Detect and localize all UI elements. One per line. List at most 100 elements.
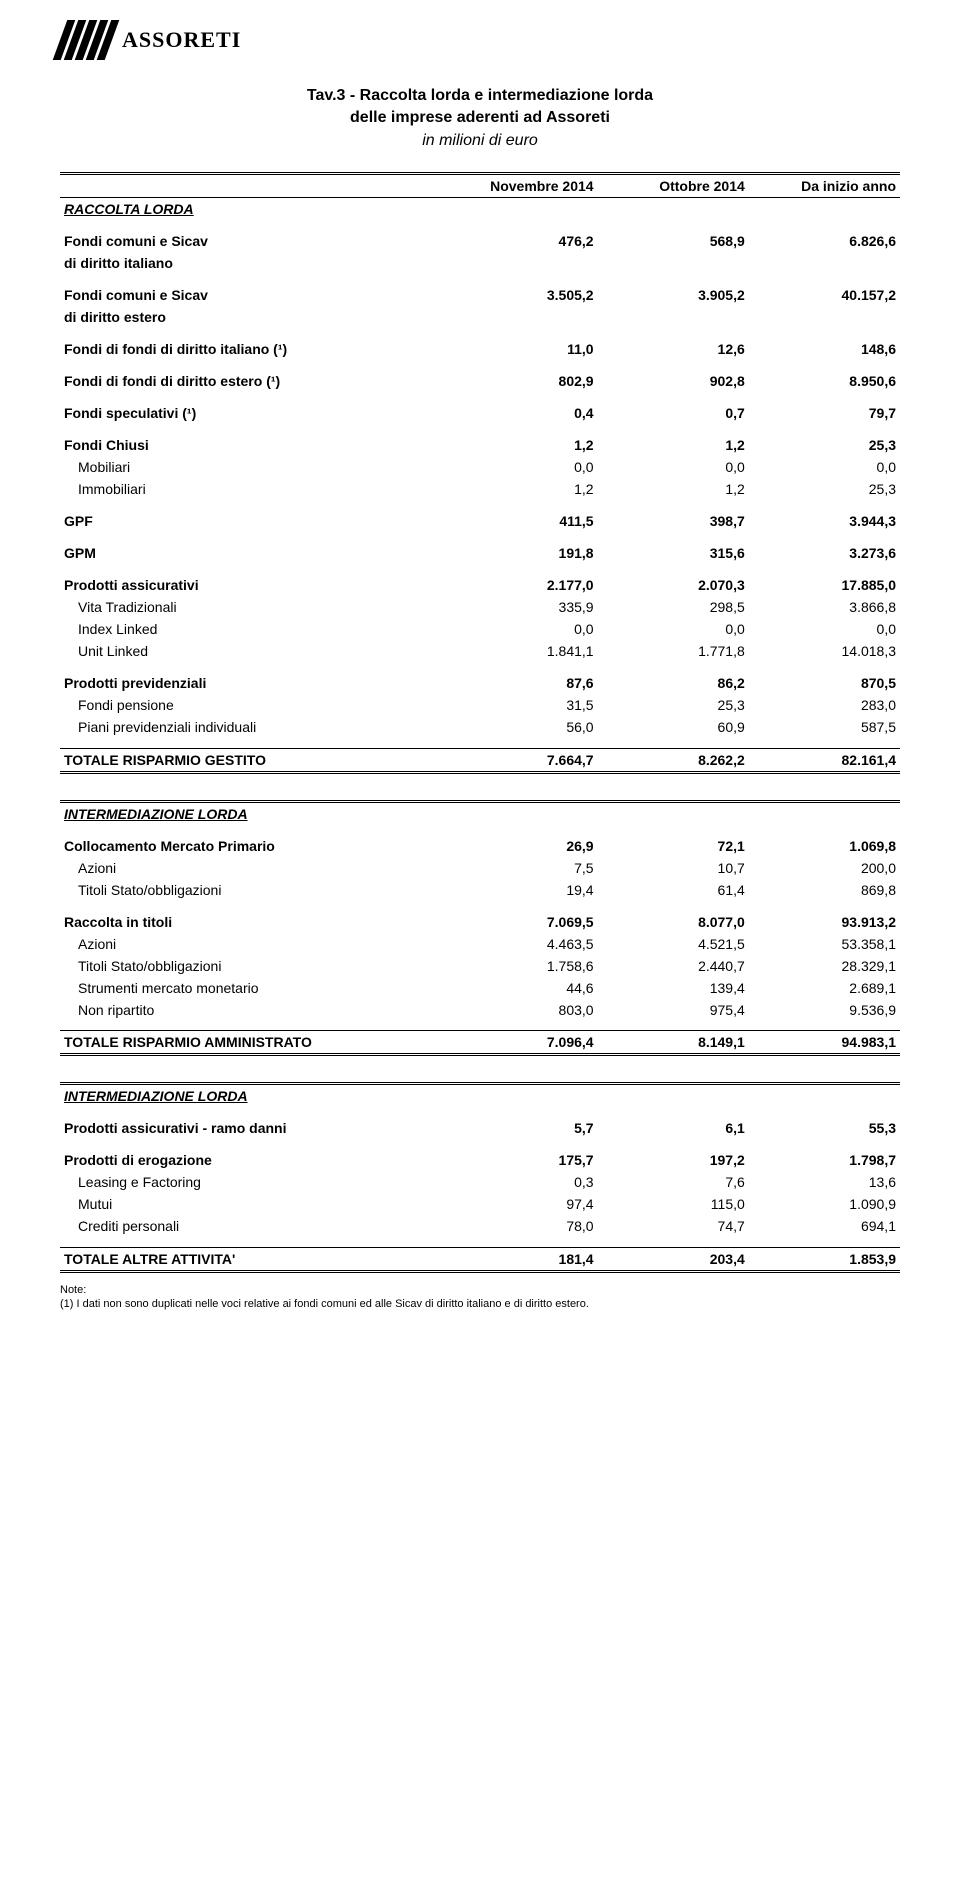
table-row: Azioni4.463,54.521,553.358,1 [60, 933, 900, 955]
col-header: Da inizio anno [749, 174, 900, 198]
row-value: 61,4 [598, 879, 749, 901]
row-label: Azioni [60, 933, 446, 955]
row-label: Raccolta in titoli [60, 911, 446, 933]
table-row: Prodotti di erogazione175,7197,21.798,7 [60, 1149, 900, 1171]
table-row: Raccolta in titoli7.069,58.077,093.913,2 [60, 911, 900, 933]
row-label: Fondi comuni e Sicav [60, 284, 446, 306]
row-value: 568,9 [598, 230, 749, 252]
row-value: 148,6 [749, 338, 900, 360]
row-label: di diritto italiano [60, 252, 446, 274]
table-intermediazione-2: INTERMEDIAZIONE LORDA Prodotti assicurat… [60, 1082, 900, 1273]
row-value: 8.950,6 [749, 370, 900, 392]
row-value: 1.771,8 [598, 640, 749, 662]
row-label: Azioni [60, 857, 446, 879]
table-row: Immobiliari1,21,225,3 [60, 478, 900, 500]
row-value: 115,0 [598, 1193, 749, 1215]
row-label: Fondi di fondi di diritto italiano (¹) [60, 338, 446, 360]
total-value: 8.262,2 [598, 748, 749, 772]
row-value: 283,0 [749, 694, 900, 716]
row-value: 2.440,7 [598, 955, 749, 977]
table-raccolta: Novembre 2014 Ottobre 2014 Da inizio ann… [60, 172, 900, 774]
row-label: Fondi di fondi di diritto estero (¹) [60, 370, 446, 392]
logo: ASSORETI [60, 20, 900, 60]
row-value: 0,0 [446, 456, 597, 478]
row-value: 55,3 [749, 1117, 900, 1139]
row-value: 0,0 [446, 618, 597, 640]
row-value: 53.358,1 [749, 933, 900, 955]
title-line-3: in milioni di euro [60, 130, 900, 152]
total-value: 1.853,9 [749, 1247, 900, 1271]
row-value: 197,2 [598, 1149, 749, 1171]
table-row: Fondi pensione31,525,3283,0 [60, 694, 900, 716]
row-value: 25,3 [598, 694, 749, 716]
table-row: Fondi Chiusi1,21,225,3 [60, 434, 900, 456]
table-row: Index Linked0,00,00,0 [60, 618, 900, 640]
row-value: 1.841,1 [446, 640, 597, 662]
row-value: 28.329,1 [749, 955, 900, 977]
table-row: Non ripartito803,0975,49.536,9 [60, 999, 900, 1021]
row-value: 1,2 [598, 434, 749, 456]
row-value: 1.798,7 [749, 1149, 900, 1171]
row-value: 93.913,2 [749, 911, 900, 933]
row-value: 1.758,6 [446, 955, 597, 977]
row-value [749, 252, 900, 274]
total-value: 94.983,1 [749, 1031, 900, 1055]
row-label: Prodotti di erogazione [60, 1149, 446, 1171]
row-label: Collocamento Mercato Primario [60, 835, 446, 857]
row-value: 298,5 [598, 596, 749, 618]
col-header: Ottobre 2014 [598, 174, 749, 198]
table-row: Titoli Stato/obbligazioni19,461,4869,8 [60, 879, 900, 901]
row-value: 2.070,3 [598, 574, 749, 596]
row-value: 17.885,0 [749, 574, 900, 596]
row-value: 587,5 [749, 716, 900, 738]
row-label: Unit Linked [60, 640, 446, 662]
total-value: 8.149,1 [598, 1031, 749, 1055]
table-row: Vita Tradizionali335,9298,53.866,8 [60, 596, 900, 618]
row-value: 3.944,3 [749, 510, 900, 532]
table-row: Unit Linked1.841,11.771,814.018,3 [60, 640, 900, 662]
row-value [598, 252, 749, 274]
row-value: 869,8 [749, 879, 900, 901]
row-value: 6.826,6 [749, 230, 900, 252]
row-value: 12,6 [598, 338, 749, 360]
row-value: 8.077,0 [598, 911, 749, 933]
row-value: 1,2 [598, 478, 749, 500]
row-label: Prodotti previdenziali [60, 672, 446, 694]
total-row: TOTALE ALTRE ATTIVITA' 181,4 203,4 1.853… [60, 1247, 900, 1271]
table-row: Collocamento Mercato Primario26,972,11.0… [60, 835, 900, 857]
row-label: Prodotti assicurativi [60, 574, 446, 596]
row-value: 60,9 [598, 716, 749, 738]
footnote-text: (1) I dati non sono duplicati nelle voci… [60, 1298, 589, 1310]
table-row: Prodotti assicurativi2.177,02.070,317.88… [60, 574, 900, 596]
row-value: 9.536,9 [749, 999, 900, 1021]
row-value [598, 306, 749, 328]
page-title: Tav.3 - Raccolta lorda e intermediazione… [60, 85, 900, 152]
row-label: Fondi pensione [60, 694, 446, 716]
table-row: Titoli Stato/obbligazioni1.758,62.440,72… [60, 955, 900, 977]
row-label: Vita Tradizionali [60, 596, 446, 618]
row-label: Fondi comuni e Sicav [60, 230, 446, 252]
logo-text: ASSORETI [122, 27, 241, 53]
row-value: 803,0 [446, 999, 597, 1021]
row-value [446, 252, 597, 274]
row-value: 335,9 [446, 596, 597, 618]
total-value: 82.161,4 [749, 748, 900, 772]
row-value: 0,0 [749, 456, 900, 478]
row-label: Fondi Chiusi [60, 434, 446, 456]
table-row: Leasing e Factoring0,37,613,6 [60, 1171, 900, 1193]
total-label: TOTALE RISPARMIO AMMINISTRATO [60, 1031, 446, 1055]
row-value [446, 306, 597, 328]
row-label: Crediti personali [60, 1215, 446, 1237]
table-row: Fondi speculativi (¹)0,40,779,7 [60, 402, 900, 424]
row-label: Titoli Stato/obbligazioni [60, 955, 446, 977]
row-value: 3.273,6 [749, 542, 900, 564]
row-value: 1.069,8 [749, 835, 900, 857]
col-header: Novembre 2014 [446, 174, 597, 198]
row-value: 476,2 [446, 230, 597, 252]
total-row: TOTALE RISPARMIO AMMINISTRATO 7.096,4 8.… [60, 1031, 900, 1055]
table-row: Fondi di fondi di diritto italiano (¹)11… [60, 338, 900, 360]
row-value: 40.157,2 [749, 284, 900, 306]
row-value: 902,8 [598, 370, 749, 392]
logo-bars-icon [53, 20, 120, 60]
row-value: 97,4 [446, 1193, 597, 1215]
